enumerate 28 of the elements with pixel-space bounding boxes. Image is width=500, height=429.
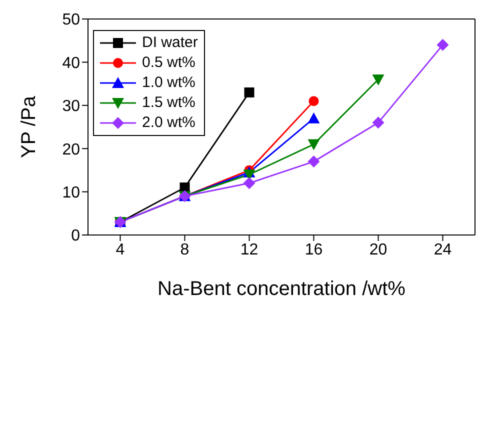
legend-label: 0.5 wt% [142,53,196,73]
point [308,112,320,124]
point [308,96,319,106]
y-axis-title: YP /Pa [18,95,40,158]
point [436,38,449,51]
point [308,156,320,168]
legend-label: 1.5 wt% [142,93,196,113]
legend-label: 2.0 wt% [142,113,196,133]
point [243,177,256,190]
x-tick-label: 24 [434,241,452,258]
point [308,139,320,150]
x-tick-label: 4 [116,241,125,258]
x-tick-label: 12 [240,241,258,258]
y-tick-label: 40 [62,54,80,72]
y-tick-label: 30 [62,98,80,116]
y-tick-label: 20 [62,141,80,158]
y-tick-label: 0 [71,228,80,245]
point [244,87,254,98]
y-tick-label: 10 [62,184,80,202]
x-axis-title: Na-Bent concentration /wt% [158,278,406,300]
point [372,116,384,129]
x-tick-label: 8 [180,241,190,258]
x-tick-label: 20 [369,241,388,258]
legend-label: 1.0 wt% [142,73,196,93]
y-tick-label: 50 [62,12,80,29]
x-tick-label: 16 [304,241,323,258]
legend-label: DI water [142,33,198,53]
point [372,74,384,86]
